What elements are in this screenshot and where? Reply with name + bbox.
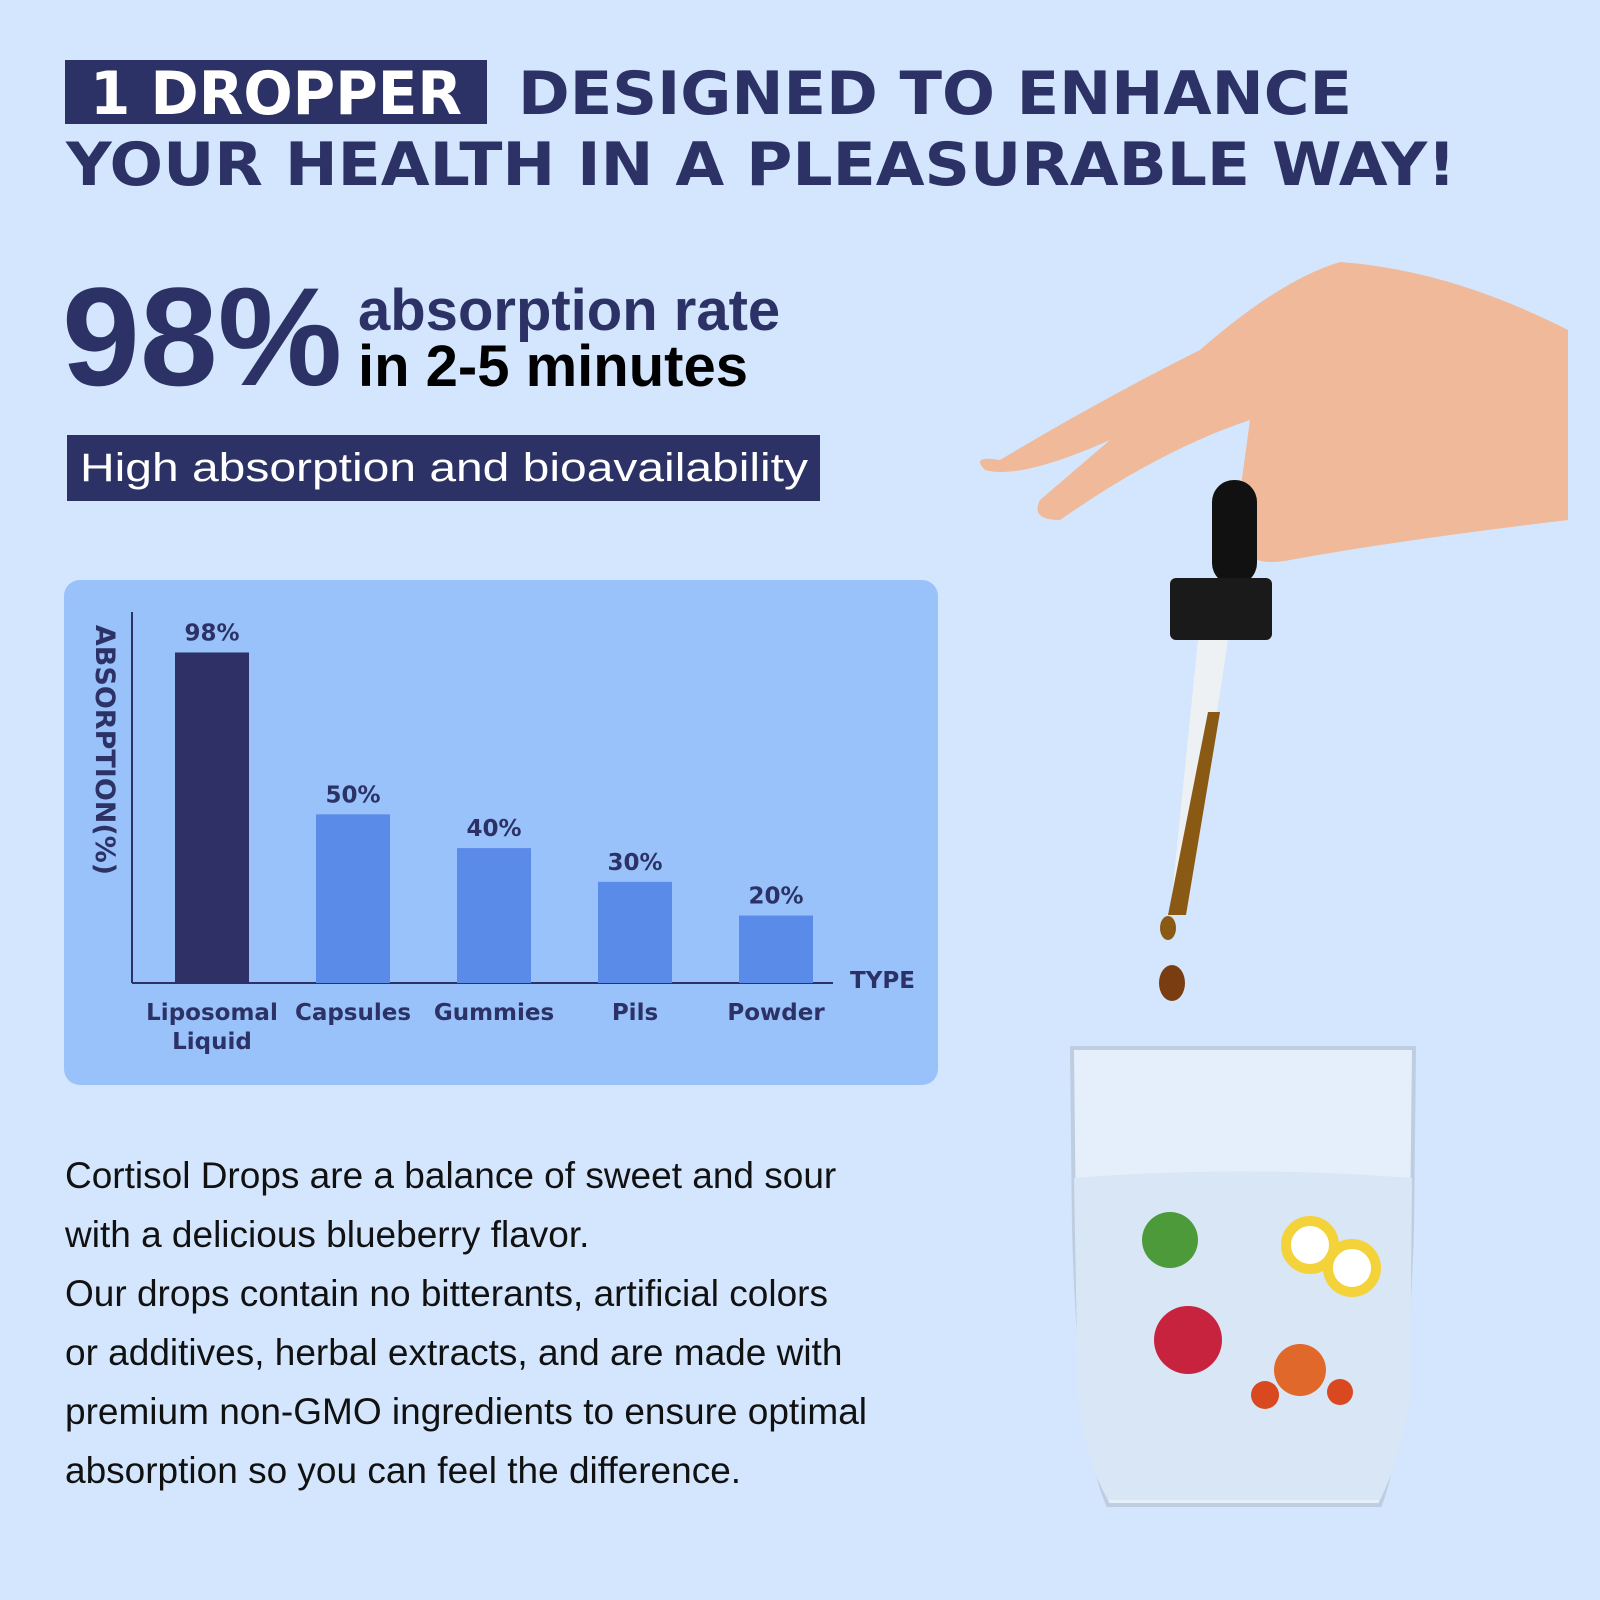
hibiscus xyxy=(1154,1306,1222,1374)
badge-text: High absorption and bioavailability xyxy=(80,446,808,490)
body-line: absorption so you can feel the differenc… xyxy=(65,1450,741,1491)
x-axis-label: TYPE xyxy=(850,968,915,994)
x-tick-label: Gummies xyxy=(434,1000,554,1026)
body-line: Our drops contain no bitterants, artific… xyxy=(65,1273,828,1314)
stat-text: absorption rate xyxy=(358,278,780,343)
body-line: with a delicious blueberry flavor. xyxy=(64,1214,589,1255)
body-line: Cortisol Drops are a balance of sweet an… xyxy=(65,1155,836,1196)
highlight-box xyxy=(65,60,487,124)
badge xyxy=(67,435,820,501)
bar xyxy=(598,881,672,983)
leaf xyxy=(1142,1212,1198,1268)
title-line: YOUR HEALTH IN A PLEASURABLE WAY! xyxy=(65,130,1456,200)
value-label: 20% xyxy=(748,884,803,910)
stat-text: in 2-5 minutes xyxy=(358,334,748,399)
value-label: 30% xyxy=(607,850,662,876)
body-line: premium non-GMO ingredients to ensure op… xyxy=(65,1391,867,1432)
x-tick-label: Capsules xyxy=(295,1000,411,1026)
bar-chart: ABSORPTION(%) TYPE 98% Liposomal Liquid 50% Ca… xyxy=(89,612,915,1055)
berry xyxy=(1274,1344,1326,1396)
berry xyxy=(1327,1379,1353,1405)
flower xyxy=(1281,1216,1339,1274)
dropper-cap xyxy=(1170,578,1272,640)
x-tick-label: Pils xyxy=(612,1000,658,1026)
illustration xyxy=(980,262,1568,1507)
value-label: 50% xyxy=(325,782,380,808)
x-tick-label: Liposomal Liquid xyxy=(146,1000,278,1055)
body-line: or additives, herbal extracts, and are m… xyxy=(65,1332,842,1373)
body-text: Cortisol Drops are a balance of sweet an… xyxy=(64,1155,867,1491)
drop xyxy=(1159,965,1185,1001)
value-label: 98% xyxy=(184,620,239,646)
hand xyxy=(980,262,1568,562)
water xyxy=(1074,1171,1412,1500)
bar xyxy=(316,814,390,983)
dropper-bulb xyxy=(1212,480,1257,585)
bar xyxy=(457,848,531,983)
value-label: 40% xyxy=(466,816,521,842)
dropper-liquid xyxy=(1168,712,1220,915)
x-tick-label: Powder xyxy=(727,1000,825,1026)
stat-value: 98% xyxy=(62,258,342,415)
chart-panel xyxy=(64,580,938,1085)
y-axis-label: ABSORPTION(%) xyxy=(89,625,120,875)
drop xyxy=(1160,916,1176,940)
flower xyxy=(1323,1239,1381,1297)
berry xyxy=(1251,1381,1279,1409)
bar xyxy=(739,915,813,983)
title-line: DESIGNED TO ENHANCE xyxy=(518,59,1352,129)
title-highlight: 1 DROPPER xyxy=(90,59,462,129)
bar xyxy=(175,652,249,983)
